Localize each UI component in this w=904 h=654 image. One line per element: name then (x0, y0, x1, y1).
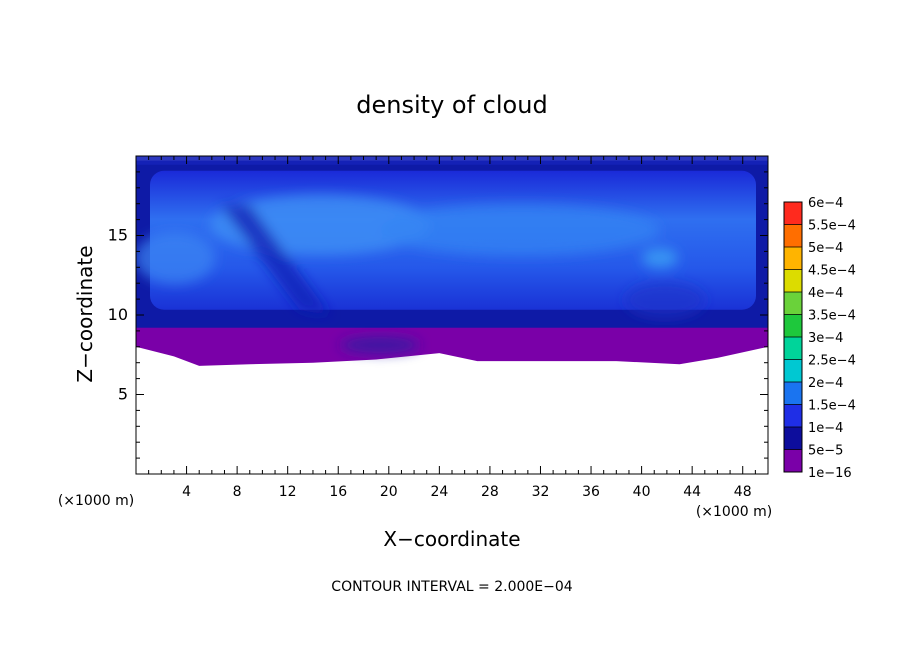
cloud-top-dark-edge (136, 156, 768, 165)
colorbar-label: 5e−4 (808, 241, 843, 256)
y-tick-label: 15 (108, 226, 128, 245)
x-tick-label: 44 (683, 484, 701, 500)
y-axis-ticks: 5 10 15 (108, 171, 768, 459)
x-tick-label: 40 (633, 484, 651, 500)
y-axis-label: Z−coordinate (73, 245, 97, 382)
x-tick-label: 36 (582, 484, 600, 500)
colorbar-swatch (784, 337, 802, 360)
colorbar-swatch (784, 292, 802, 315)
x-tick-label: 32 (532, 484, 550, 500)
colorbar-label: 5.5e−4 (808, 219, 856, 234)
colorbar-label: 2e−4 (808, 376, 843, 391)
x-tick-label: 28 (481, 484, 499, 500)
cloud-structure-detail (136, 195, 705, 353)
colorbar-label: 4.5e−4 (808, 264, 856, 279)
colorbar-swatch (784, 202, 802, 225)
colorbar-label: 2.5e−4 (808, 354, 856, 369)
x-axis-unit-right: (×1000 m) (696, 504, 772, 520)
colorbar-label: 1e−16 (808, 466, 852, 481)
colorbar-swatch (784, 449, 802, 472)
x-tick-label: 20 (380, 484, 398, 500)
colorbar-swatch (784, 269, 802, 292)
plot-area (136, 156, 768, 474)
colorbar-swatch (784, 382, 802, 405)
colorbar-label: 3.5e−4 (808, 309, 856, 324)
contour-interval-note: CONTOUR INTERVAL = 2.000E−04 (331, 579, 572, 595)
colorbar-label: 3e−4 (808, 331, 843, 346)
x-tick-label: 4 (182, 484, 191, 500)
x-axis-ticks: 4 8 12 16 20 24 28 32 36 40 44 48 (148, 156, 756, 500)
colorbar-swatch (784, 404, 802, 427)
x-tick-label: 12 (279, 484, 297, 500)
colorbar-label: 4e−4 (808, 286, 843, 301)
y-tick-label: 10 (108, 305, 128, 324)
colorbar-swatch (784, 427, 802, 450)
colorbar-label: 1e−4 (808, 421, 843, 436)
colorbar-swatch (784, 224, 802, 247)
colorbar-swatch (784, 359, 802, 382)
colorbar: 1e−16 5e−5 1e−4 1.5e−4 2e−4 2.5e−4 3e−4 3.5e−4 4… (783, 196, 856, 481)
x-tick-label: 24 (430, 484, 448, 500)
x-tick-label: 8 (233, 484, 242, 500)
colorbar-swatch (784, 314, 802, 337)
colorbar-swatch (784, 247, 802, 270)
x-tick-label: 16 (329, 484, 347, 500)
x-axis-label: X−coordinate (383, 527, 520, 551)
x-tick-label: 48 (734, 484, 752, 500)
colorbar-label: 5e−5 (808, 444, 843, 459)
y-tick-label: 5 (118, 385, 128, 404)
colorbar-label: 6e−4 (808, 196, 843, 211)
chart-title: density of cloud (356, 91, 547, 119)
x-axis-unit-left: (×1000 m) (58, 493, 134, 509)
colorbar-label: 1.5e−4 (808, 399, 856, 414)
